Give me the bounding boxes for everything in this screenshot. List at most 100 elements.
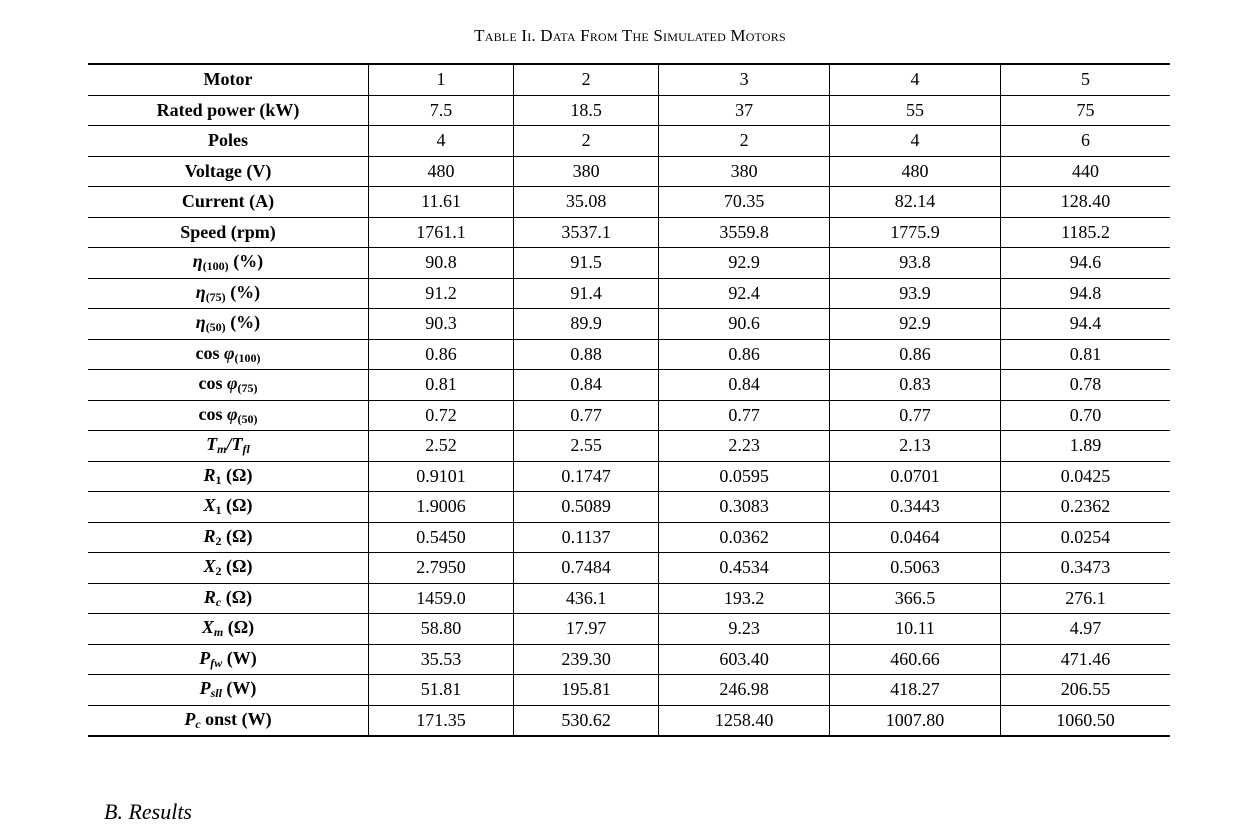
table-cell: 55 [829, 95, 1001, 126]
table-cell: 0.81 [999, 339, 1170, 370]
table-cell: 94.6 [999, 247, 1170, 279]
table-row: Tm/Tfl 2.52 2.55 2.23 2.13 1.89 [88, 430, 1170, 462]
table-cell: 471.46 [999, 644, 1170, 675]
table-cell: 0.78 [999, 369, 1170, 401]
table-cell: 0.0464 [829, 522, 1001, 553]
row-label: Speed (rpm) [88, 217, 369, 248]
row-label: R1 (Ω) [88, 461, 369, 492]
table-cell: 7.5 [367, 95, 514, 126]
table-cell: 0.84 [513, 369, 659, 401]
table-cell: 89.9 [513, 308, 659, 340]
table-cell: 35.08 [513, 186, 659, 218]
table-cell: 90.8 [367, 247, 514, 279]
table-cell: 75 [999, 95, 1170, 126]
table-cell: 460.66 [829, 644, 1001, 675]
table-cell: 82.14 [829, 186, 1001, 218]
table-cell: 2.52 [367, 430, 514, 462]
table-row: Poles 4 2 2 4 6 [88, 125, 1170, 157]
table-cell: 0.9101 [367, 461, 514, 492]
table-cell: 128.40 [999, 186, 1170, 218]
table-cell: 0.88 [513, 339, 659, 370]
table-cell: 17.97 [513, 613, 659, 645]
table-cell: 2.7950 [367, 552, 514, 584]
row-label: Rated power (kW) [88, 95, 369, 126]
table-cell: 418.27 [829, 674, 1001, 706]
table-cell: 480 [829, 156, 1001, 187]
table-cell: 3559.8 [658, 217, 830, 248]
table-caption: Table Ii. Data From The Simulated Motors [474, 26, 786, 45]
table-cell: 93.9 [829, 278, 1001, 309]
table-cell: 0.1747 [513, 461, 659, 492]
table-row: Motor 1 2 3 4 5 [88, 63, 1170, 96]
table-cell: 58.80 [367, 613, 514, 645]
table-cell: 0.86 [829, 339, 1001, 370]
table-cell: 1.89 [999, 430, 1170, 462]
table-cell: 193.2 [658, 583, 830, 614]
table-cell: 1.9006 [367, 491, 514, 523]
table-cell: 0.5450 [367, 522, 514, 553]
table-row: cos φ(75) 0.81 0.84 0.84 0.83 0.78 [88, 369, 1170, 401]
row-label: Current (A) [88, 186, 369, 218]
row-label: Voltage (V) [88, 156, 369, 187]
table-row: Current (A) 11.61 35.08 70.35 82.14 128.40 [88, 186, 1170, 218]
table-row: η(100) (%) 90.8 91.5 92.9 93.8 94.6 [88, 247, 1170, 279]
table-cell: 94.4 [999, 308, 1170, 340]
table-cell: 1459.0 [367, 583, 514, 614]
table-cell: 436.1 [513, 583, 659, 614]
table-cell: 0.1137 [513, 522, 659, 553]
table-cell: 366.5 [829, 583, 1001, 614]
table-cell: 0.83 [829, 369, 1001, 401]
table-cell: 51.81 [367, 674, 514, 706]
table-cell: 0.84 [658, 369, 830, 401]
table-cell: 0.0595 [658, 461, 830, 492]
table-cell: 70.35 [658, 186, 830, 218]
row-label: cos φ(75) [88, 369, 369, 401]
table-cell: 2 [513, 63, 659, 96]
table-cell: 0.3473 [999, 552, 1170, 584]
table-cell: 4 [829, 63, 1001, 96]
table-cell: 93.8 [829, 247, 1001, 279]
table-cell: 1185.2 [999, 217, 1170, 248]
table-cell: 0.0425 [999, 461, 1170, 492]
table-cell: 206.55 [999, 674, 1170, 706]
table-row: Pc onst (W) 171.35 530.62 1258.40 1007.80 106… [88, 705, 1170, 737]
row-label: Psll (W) [88, 674, 369, 706]
table-cell: 171.35 [367, 705, 514, 737]
row-label: η(75) (%) [88, 278, 369, 309]
table-cell: 92.9 [829, 308, 1001, 340]
section-heading: B. Results [104, 799, 192, 824]
table-cell: 35.53 [367, 644, 514, 675]
table-cell: 440 [999, 156, 1170, 187]
table-cell: 4 [829, 125, 1001, 157]
table-row: Voltage (V) 480 380 380 480 440 [88, 156, 1170, 187]
table-cell: 10.11 [829, 613, 1001, 645]
table-cell: 11.61 [367, 186, 514, 218]
table-cell: 239.30 [513, 644, 659, 675]
row-label: X1 (Ω) [88, 491, 369, 523]
table-cell: 0.3443 [829, 491, 1001, 523]
table-cell: 0.72 [367, 400, 514, 431]
table-cell: 2.55 [513, 430, 659, 462]
table-cell: 1007.80 [829, 705, 1001, 737]
row-label: cos φ(100) [88, 339, 369, 370]
table-cell: 246.98 [658, 674, 830, 706]
table-cell: 5 [999, 63, 1170, 96]
table-cell: 0.77 [658, 400, 830, 431]
table-row: cos φ(50) 0.72 0.77 0.77 0.77 0.70 [88, 400, 1170, 431]
row-label: η(50) (%) [88, 308, 369, 340]
table-cell: 90.6 [658, 308, 830, 340]
table-cell: 0.77 [513, 400, 659, 431]
motor-data-table: Motor 1 2 3 4 5 Rated power (kW) 7.5 18.5 37 55 75 P… [88, 63, 1170, 737]
table-cell: 603.40 [658, 644, 830, 675]
row-label: Poles [88, 125, 369, 157]
table-row: Pfw (W) 35.53 239.30 603.40 460.66 471.46 [88, 644, 1170, 675]
table-cell: 37 [658, 95, 830, 126]
table-row: Speed (rpm) 1761.1 3537.1 3559.8 1775.9 1185.… [88, 217, 1170, 248]
table-cell: 380 [513, 156, 659, 187]
row-label: Pfw (W) [88, 644, 369, 675]
table-cell: 91.4 [513, 278, 659, 309]
table-cell: 480 [367, 156, 514, 187]
row-label: Tm/Tfl [88, 430, 369, 462]
table-row: cos φ(100) 0.86 0.88 0.86 0.86 0.81 [88, 339, 1170, 370]
table-cell: 0.81 [367, 369, 514, 401]
